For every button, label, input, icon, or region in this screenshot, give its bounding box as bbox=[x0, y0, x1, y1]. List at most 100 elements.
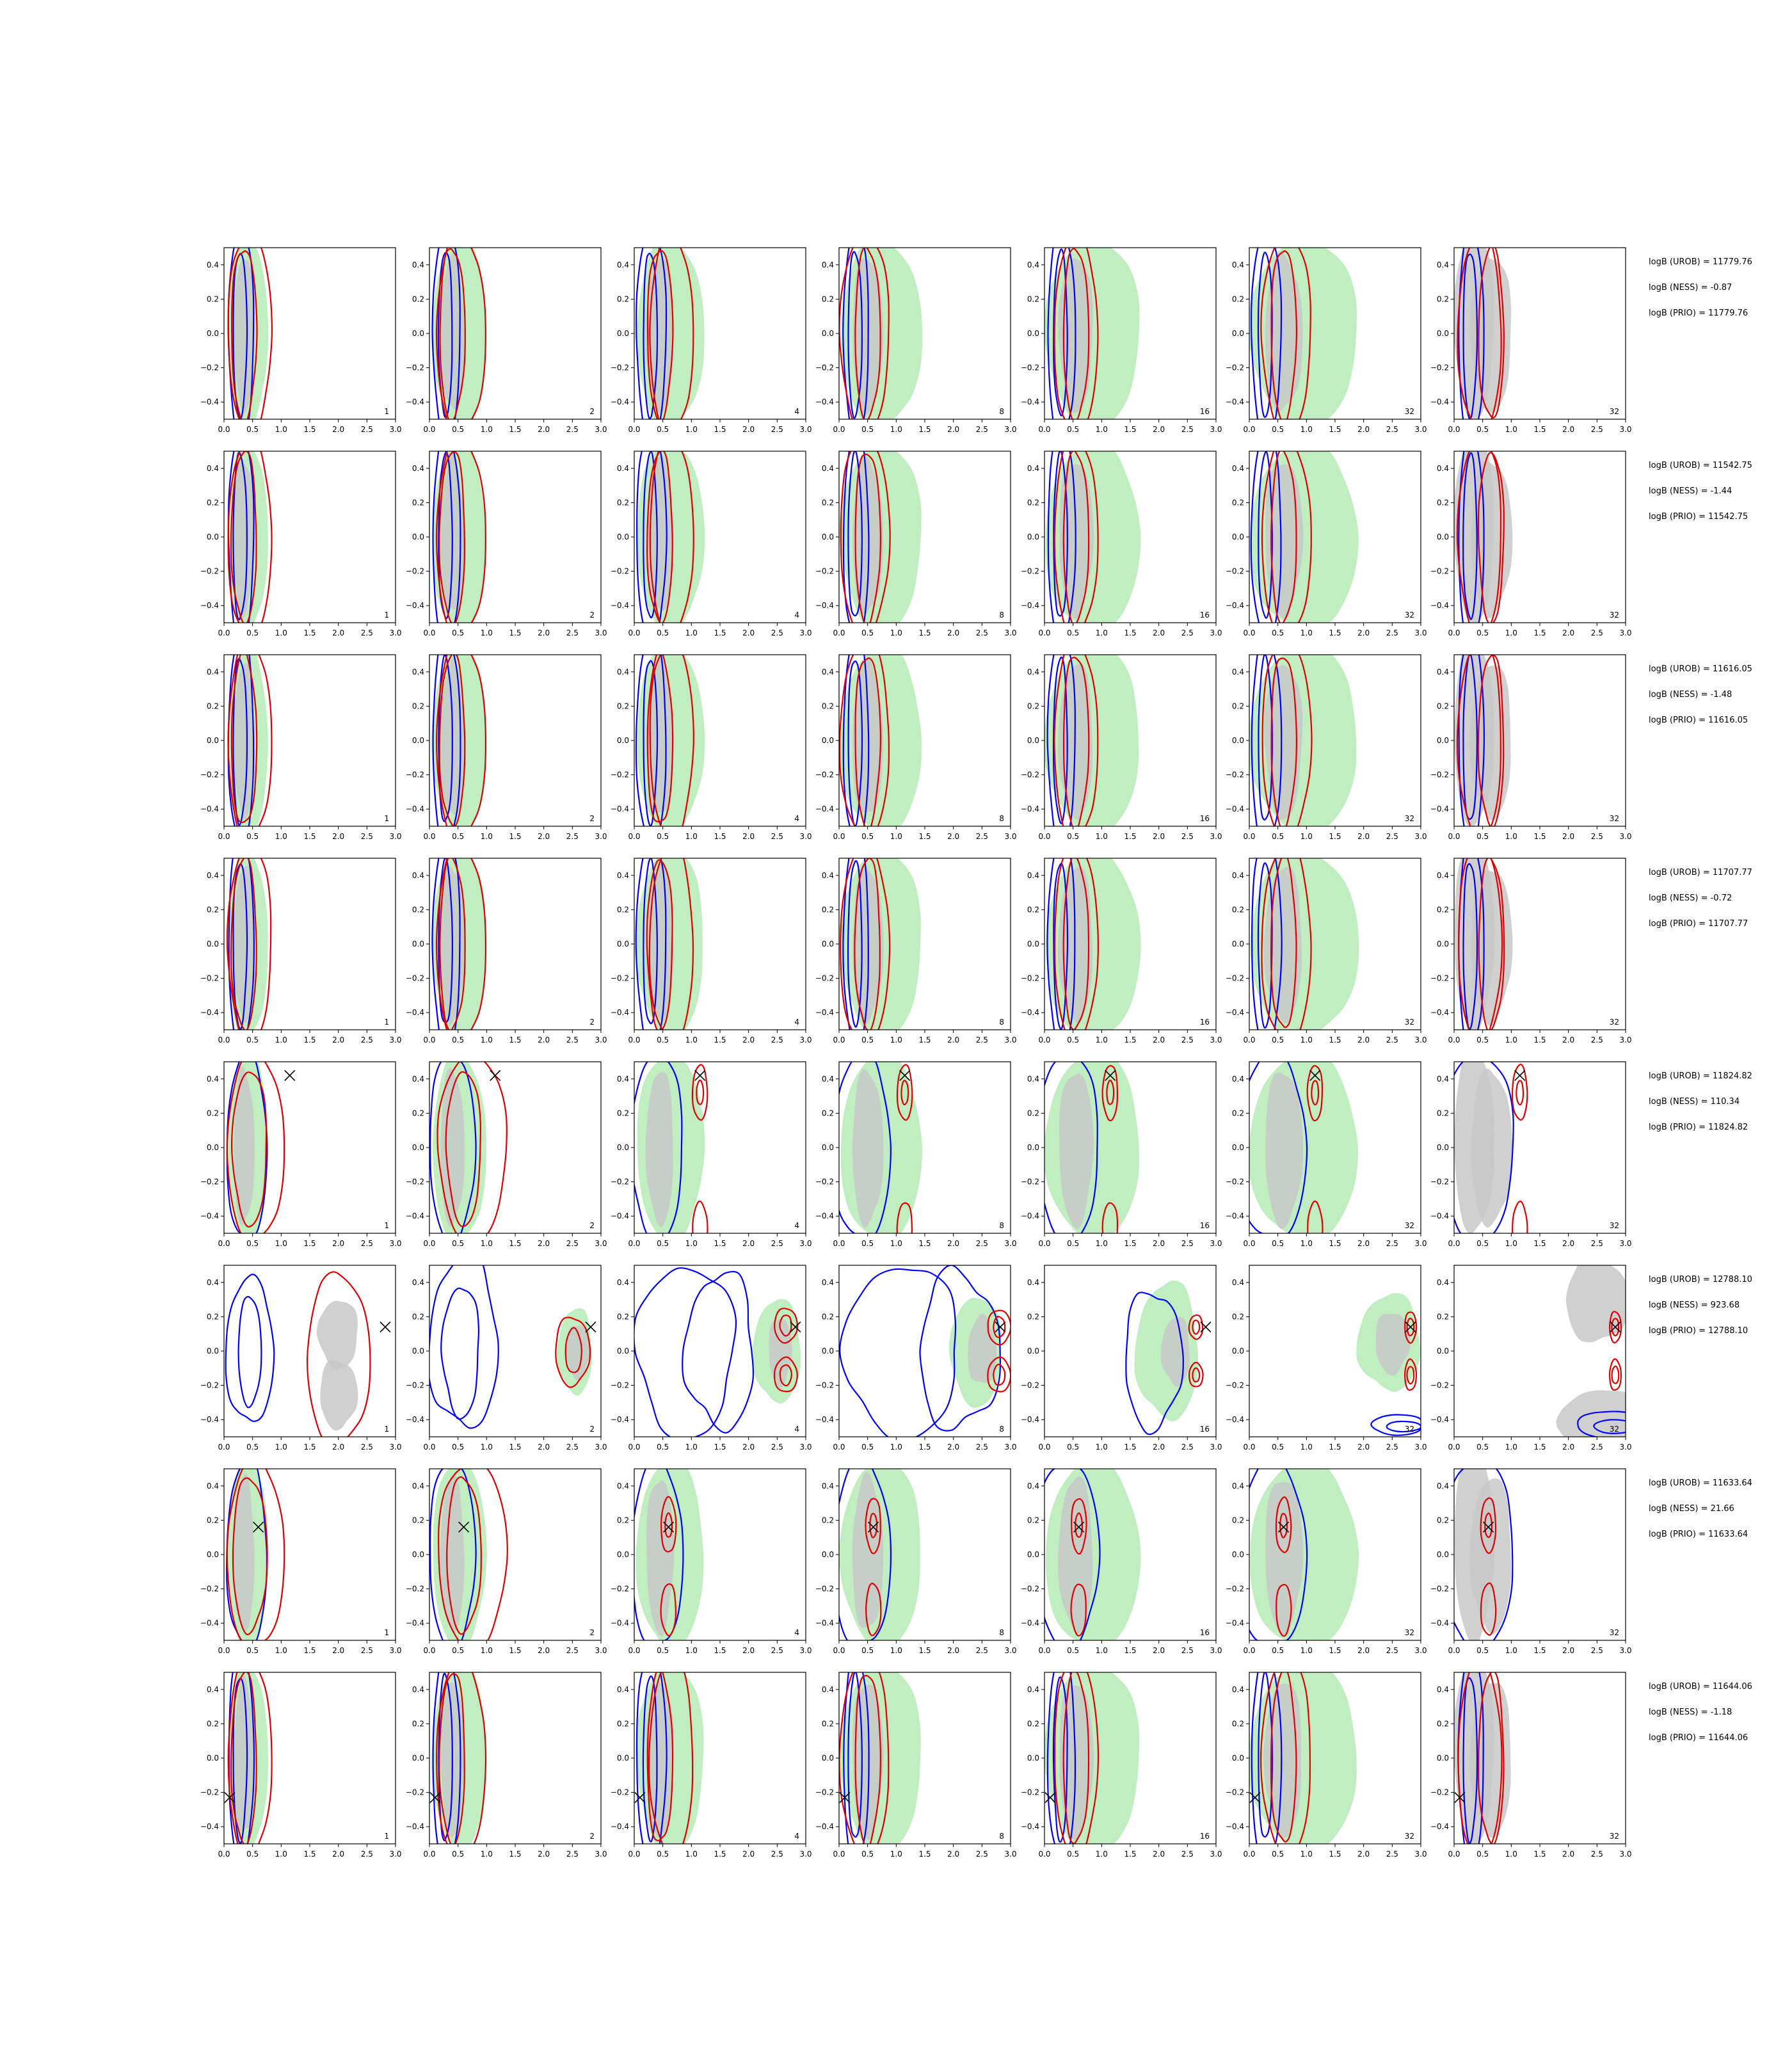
x-tick-label: 1.0 bbox=[685, 1850, 698, 1859]
panel-corner-label: 32 bbox=[1405, 407, 1414, 416]
y-tick-label: 0.2 bbox=[412, 701, 424, 710]
x-tick-label: 2.0 bbox=[1153, 1036, 1165, 1044]
x-tick-label: 2.5 bbox=[771, 1036, 783, 1044]
blue-contour-r7-c4-1 bbox=[839, 1469, 892, 1640]
red-contour-r4-c1-1 bbox=[226, 858, 272, 1030]
x-tick-label: 1.0 bbox=[685, 1443, 698, 1452]
y-tick-label: 0.2 bbox=[822, 498, 834, 507]
y-tick-label: 0.2 bbox=[1437, 1516, 1449, 1524]
x-tick-label: 1.5 bbox=[1533, 1443, 1546, 1452]
panel-corner-label: 4 bbox=[794, 611, 799, 620]
y-tick-label: −0.2 bbox=[406, 771, 424, 780]
y-tick-label: 0.0 bbox=[1232, 940, 1244, 948]
x-tick-label: 1.0 bbox=[1505, 1239, 1517, 1248]
x-tick-label: 3.0 bbox=[1004, 1443, 1016, 1452]
panel-corner-label: 16 bbox=[1200, 1018, 1210, 1027]
panel-corner-label: 32 bbox=[1610, 1832, 1619, 1841]
y-tick-label: −0.2 bbox=[1226, 1788, 1244, 1797]
red-contour-r7-c1-2 bbox=[232, 1477, 268, 1636]
logb-line-r5-3: logB (PRIO) = 11824.82 bbox=[1649, 1123, 1748, 1132]
x-tick-label: 0.5 bbox=[1272, 1850, 1284, 1859]
panel-r8-c6: 0.0 0.5 1.0 1.5 2.0 2.5 3.0 −0.4 −0.2 0.0 0.2 0.4 32 bbox=[1226, 1672, 1427, 1859]
panel-r5-c1: 0.0 0.5 1.0 1.5 2.0 2.5 3.0 −0.4 −0.2 0.0 0.2 0.4 1 bbox=[200, 1061, 402, 1248]
y-tick-label: 0.2 bbox=[1232, 1312, 1244, 1321]
x-mark bbox=[490, 1069, 501, 1082]
y-tick-label: 0.4 bbox=[822, 1685, 834, 1694]
panel-corner-label: 8 bbox=[999, 814, 1004, 823]
red-contour-r6-c5-1 bbox=[1188, 1314, 1204, 1340]
x-tick-label: 2.0 bbox=[947, 832, 959, 841]
x-tick-label: 0.5 bbox=[246, 628, 259, 637]
y-tick-label: 0.0 bbox=[617, 940, 629, 948]
x-tick-label: 0.5 bbox=[861, 832, 874, 841]
x-tick-label: 1.5 bbox=[509, 1443, 521, 1452]
x-tick-label: 2.0 bbox=[742, 832, 755, 841]
x-tick-label: 2.0 bbox=[947, 425, 959, 434]
x-tick-label: 1.5 bbox=[303, 832, 316, 841]
x-tick-label: 0.5 bbox=[657, 832, 669, 841]
red-contour-r5-c4-2 bbox=[896, 1202, 913, 1233]
panel-corner-label: 32 bbox=[1610, 814, 1619, 823]
blue-contour-r2-c7-2 bbox=[1462, 452, 1478, 620]
y-tick-label: 0.4 bbox=[412, 1685, 424, 1694]
x-tick-label: 0.0 bbox=[833, 1646, 845, 1655]
blue-contour-r1-c3-2 bbox=[643, 252, 659, 419]
y-tick-label: 0.0 bbox=[1232, 736, 1244, 745]
red-contour-r1-c6-2 bbox=[1270, 250, 1298, 419]
y-tick-label: −0.4 bbox=[1430, 397, 1449, 406]
blue-contour-r4-c5-2 bbox=[1053, 863, 1069, 1030]
blue-contour-r6-c3-1 bbox=[634, 1267, 737, 1437]
x-tick-label: 0.5 bbox=[1067, 1239, 1079, 1248]
x-tick-label: 2.5 bbox=[771, 1850, 783, 1859]
y-tick-label: 0.4 bbox=[617, 1685, 629, 1694]
blue-contour-r3-c7-2 bbox=[1462, 655, 1478, 820]
y-tick-label: 0.2 bbox=[617, 1719, 629, 1728]
red-contour-r8-c7-2 bbox=[1477, 1672, 1505, 1844]
y-tick-label: −0.2 bbox=[611, 1381, 629, 1390]
blue-contour-r6-c1-1 bbox=[225, 1274, 275, 1422]
red-contour-r5-c4-3 bbox=[900, 1080, 909, 1106]
panel-corner-label: 32 bbox=[1610, 1221, 1619, 1230]
x-tick-label: 1.5 bbox=[918, 1850, 931, 1859]
y-tick-label: −0.4 bbox=[406, 1415, 424, 1424]
x-tick-label: 2.0 bbox=[332, 1850, 344, 1859]
x-tick-label: 2.5 bbox=[361, 1239, 373, 1248]
logb-line-r3-3: logB (PRIO) = 11616.05 bbox=[1649, 716, 1748, 725]
y-tick-label: 0.4 bbox=[822, 1482, 834, 1491]
x-tick-label: 3.0 bbox=[1210, 1646, 1222, 1655]
x-tick-label: 3.0 bbox=[799, 628, 812, 637]
panel-r3-c6: 0.0 0.5 1.0 1.5 2.0 2.5 3.0 −0.4 −0.2 0.0 0.2 0.4 32 bbox=[1226, 654, 1427, 841]
panel-corner-label: 32 bbox=[1405, 611, 1414, 620]
x-tick-label: 2.0 bbox=[947, 1239, 959, 1248]
x-tick-label: 1.5 bbox=[509, 1646, 521, 1655]
x-tick-label: 2.0 bbox=[1357, 425, 1370, 434]
red-contour-r6-c6-3 bbox=[1404, 1358, 1418, 1391]
x-tick-label: 0.5 bbox=[1476, 1850, 1489, 1859]
x-mark bbox=[1105, 1069, 1116, 1082]
x-tick-label: 2.5 bbox=[1591, 1239, 1603, 1248]
x-tick-label: 1.0 bbox=[685, 628, 698, 637]
x-tick-label: 3.0 bbox=[1210, 832, 1222, 841]
x-tick-label: 3.0 bbox=[1414, 1036, 1427, 1044]
y-tick-label: 0.4 bbox=[412, 1482, 424, 1491]
x-tick-label: 0.5 bbox=[452, 425, 464, 434]
x-tick-label: 2.5 bbox=[976, 832, 988, 841]
blue-contour-r8-c6-1 bbox=[1251, 1672, 1283, 1844]
panel-r6-c1: 0.0 0.5 1.0 1.5 2.0 2.5 3.0 −0.4 −0.2 0.0 0.2 0.4 1 bbox=[200, 1265, 402, 1452]
x-tick-label: 0.5 bbox=[452, 832, 464, 841]
red-contour-r2-c5-2 bbox=[1062, 451, 1090, 623]
x-tick-label: 2.5 bbox=[1181, 1646, 1194, 1655]
x-tick-label: 2.5 bbox=[976, 1443, 988, 1452]
x-tick-label: 1.5 bbox=[1329, 1443, 1341, 1452]
red-contour-r6-c3-2 bbox=[774, 1308, 799, 1344]
x-tick-label: 1.5 bbox=[1533, 425, 1546, 434]
x-tick-label: 0.5 bbox=[1272, 1646, 1284, 1655]
x-tick-label: 0.0 bbox=[628, 628, 640, 637]
panel-r4-c7: 0.0 0.5 1.0 1.5 2.0 2.5 3.0 −0.4 −0.2 0.0 0.2 0.4 32 bbox=[1430, 858, 1632, 1044]
y-tick-label: 0.2 bbox=[207, 1108, 219, 1117]
x-tick-label: 1.0 bbox=[890, 1443, 902, 1452]
x-tick-label: 1.5 bbox=[303, 425, 316, 434]
y-tick-label: 0.2 bbox=[822, 294, 834, 303]
red-contour-r7-c3-2 bbox=[660, 1583, 676, 1636]
y-tick-label: 0.0 bbox=[1232, 1143, 1244, 1152]
